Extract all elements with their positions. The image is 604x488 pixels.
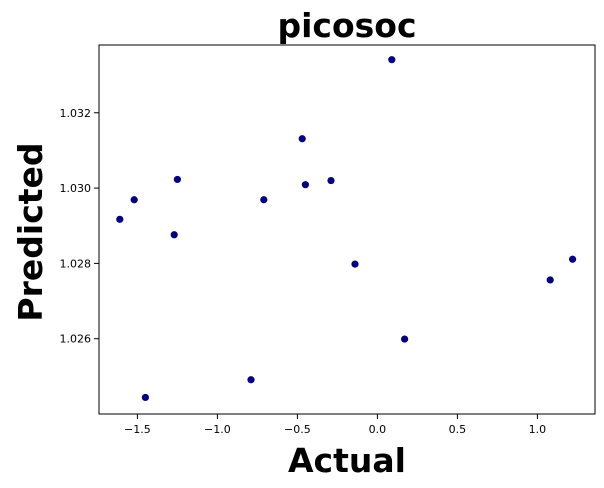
y-axis-ticks: 1.026 1.028 1.030 1.032 [60,107,99,346]
y-tick-label: 1.032 [60,107,92,120]
data-point [327,176,335,185]
data-point [173,175,181,184]
data-point [170,231,178,239]
y-tick-label: 1.026 [60,333,92,346]
x-axis-ticks: −1.5 −1.0 −0.5 0.0 0.5 1.0 [124,414,546,436]
plot-area-frame [98,44,596,415]
data-point [546,276,554,284]
data-point [141,393,149,402]
x-tick-label: −0.5 [284,423,311,436]
data-point [298,135,306,143]
data-point [130,196,138,204]
data-point [569,255,577,263]
x-tick-label: −1.5 [124,423,151,436]
data-point [401,335,409,343]
data-point [247,376,255,384]
x-tick-label: 0.5 [449,423,467,436]
x-tick-label: 0.0 [369,423,387,436]
chart-title: picosoc [277,6,416,45]
data-point [351,260,359,268]
y-tick-label: 1.028 [60,257,92,270]
data-point [116,215,124,223]
data-points [116,56,577,402]
data-point [260,196,268,204]
x-tick-label: 1.0 [529,423,547,436]
y-tick-label: 1.030 [60,182,92,195]
data-point [301,181,309,189]
data-point [388,56,396,64]
x-axis-label: Actual [288,441,406,480]
y-axis-label: Predicted [11,142,50,321]
x-tick-label: −1.0 [204,423,231,436]
